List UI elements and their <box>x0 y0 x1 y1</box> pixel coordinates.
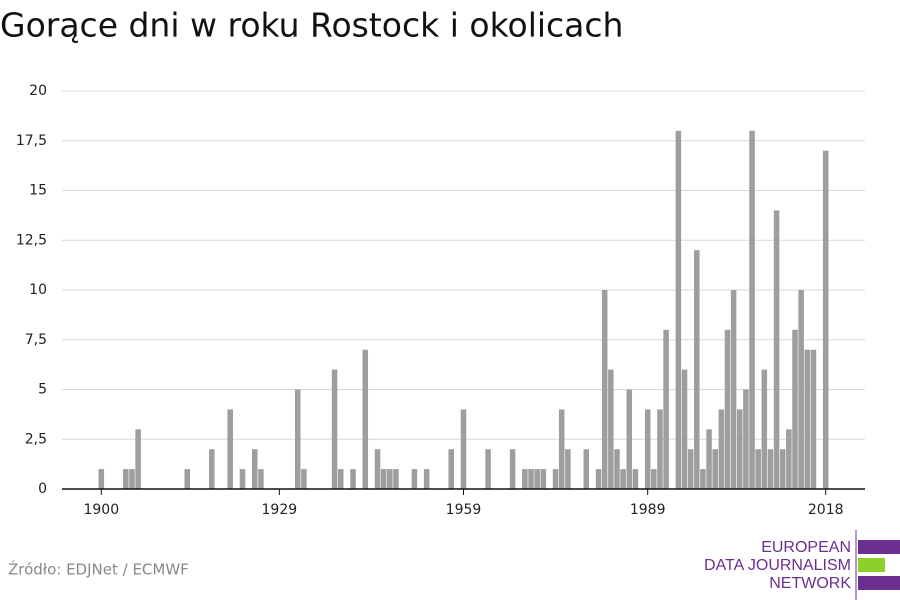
bar <box>608 369 614 489</box>
bar <box>675 130 682 490</box>
bar <box>651 469 657 489</box>
bar <box>712 449 718 489</box>
bar <box>657 409 663 489</box>
bar <box>411 469 418 489</box>
logo-text: NETWORK <box>769 575 851 592</box>
bar <box>822 150 829 489</box>
bar <box>387 469 393 489</box>
bar <box>380 469 387 489</box>
bar <box>258 469 264 489</box>
bar <box>761 369 768 489</box>
bar <box>810 349 817 489</box>
bar <box>583 449 590 489</box>
bar <box>663 329 669 489</box>
bar <box>485 449 491 489</box>
bar <box>528 469 534 489</box>
bar <box>534 469 540 489</box>
y-tick-label: 5 <box>38 382 47 398</box>
x-tick-label: 1900 <box>83 502 119 518</box>
bar <box>565 449 571 489</box>
bar <box>792 329 798 489</box>
bar <box>252 449 258 489</box>
bar <box>294 389 301 489</box>
logo-text: EUROPEAN <box>761 539 851 556</box>
bar <box>755 449 761 489</box>
bar <box>227 409 233 489</box>
bar <box>448 449 454 489</box>
bar <box>749 130 755 490</box>
bar <box>687 449 694 489</box>
bar <box>460 409 467 489</box>
bar <box>331 369 338 489</box>
y-tick-label: 0 <box>38 481 47 497</box>
bar <box>362 349 369 489</box>
bar <box>522 469 528 489</box>
y-tick-label: 12,5 <box>16 232 47 248</box>
bar <box>700 469 706 489</box>
logo: EUROPEAN DATA JOURNALISM NETWORK <box>704 530 900 600</box>
bar <box>614 449 620 489</box>
source: Źródło: EDJNet / ECMWF <box>8 560 189 579</box>
y-tick-label: 15 <box>29 183 47 199</box>
bar <box>620 469 626 489</box>
x-tick-label: 1989 <box>630 502 666 518</box>
bar <box>767 449 774 489</box>
bar <box>129 469 135 489</box>
x-tick-label: 2018 <box>808 502 844 518</box>
bar <box>724 329 731 489</box>
chart-title: Gorące dni w roku Rostock i okolicach <box>0 6 623 45</box>
bar <box>350 469 356 489</box>
bar <box>718 409 725 489</box>
bar <box>736 409 743 489</box>
bar <box>374 449 381 489</box>
y-tick-label: 20 <box>29 83 47 99</box>
bar <box>98 469 105 489</box>
y-tick-label: 10 <box>29 282 47 298</box>
bar <box>301 469 307 489</box>
x-tick-label: 1959 <box>446 502 482 518</box>
bar <box>184 469 191 489</box>
logo-bar <box>858 540 900 554</box>
bar <box>773 210 780 489</box>
bar <box>706 429 712 489</box>
bar <box>540 469 547 489</box>
bar <box>644 409 651 489</box>
bar <box>239 469 246 489</box>
bar <box>209 449 215 489</box>
bar <box>694 250 700 489</box>
bar <box>595 469 602 489</box>
bar <box>337 469 344 489</box>
logo-bar <box>858 558 885 572</box>
y-tick-label: 7,5 <box>25 332 47 348</box>
logo-text: DATA JOURNALISM <box>704 557 851 574</box>
y-tick-label: 2,5 <box>25 431 47 447</box>
bar <box>681 369 688 489</box>
bar <box>393 469 399 489</box>
bar <box>632 469 639 489</box>
bar <box>601 290 608 489</box>
bar <box>786 429 792 489</box>
bar <box>626 389 633 489</box>
y-tick-label: 17,5 <box>16 133 47 149</box>
bar <box>423 469 430 489</box>
bar <box>743 389 749 489</box>
logo-bar <box>858 576 900 590</box>
bar <box>135 429 141 489</box>
bar <box>552 469 559 489</box>
bar <box>558 409 565 489</box>
x-tick-label: 1929 <box>262 502 298 518</box>
bar <box>123 469 129 489</box>
bar <box>730 290 737 489</box>
bar <box>798 290 804 489</box>
bar <box>804 349 811 489</box>
bar <box>509 449 516 489</box>
bar <box>779 449 786 489</box>
